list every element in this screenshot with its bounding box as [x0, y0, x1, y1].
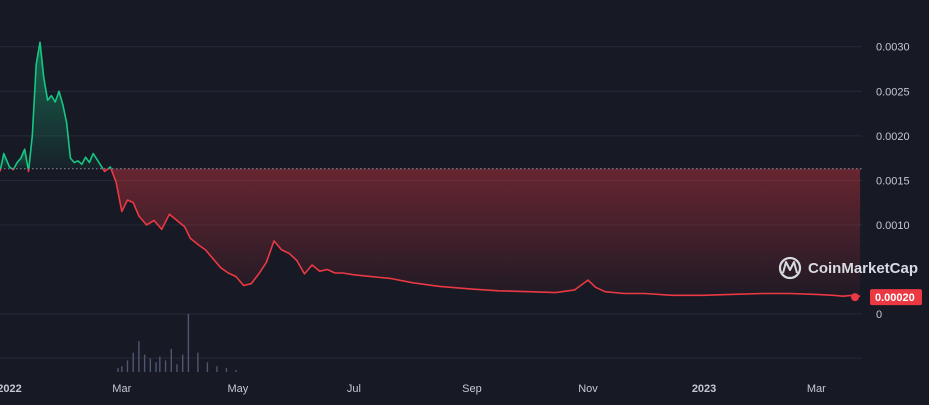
- volume-bar-9: [164, 360, 167, 372]
- price-line-up-5: [28, 41, 104, 170]
- y-tick-label-1: 0.0010: [876, 220, 910, 232]
- volume-bar-7: [155, 362, 157, 372]
- coinmarketcap-logo-icon: [778, 256, 802, 280]
- volume-bar-2: [126, 360, 129, 372]
- watermark-text: CoinMarketCap: [808, 260, 918, 277]
- price-line-up-1: [0, 152, 13, 170]
- volume-bar-18: [235, 370, 237, 372]
- volume-bar-5: [143, 354, 146, 372]
- price-line-up-3: [13, 148, 29, 170]
- coinmarketcap-watermark: CoinMarketCap: [778, 256, 918, 280]
- volume-bar-16: [216, 366, 218, 372]
- price-area-down-8: [111, 168, 861, 297]
- price-area-up-5: [28, 42, 103, 169]
- volume-bar-6: [149, 358, 152, 372]
- y-axis-ticks: 0 0.0010 0.0015 0.0020 0.0025 0.0030: [876, 42, 910, 321]
- x-tick-label-5: Nov: [578, 383, 598, 395]
- y-tick-label-4: 0.0025: [876, 86, 910, 98]
- x-tick-label-1: Mar: [112, 383, 131, 395]
- x-tick-label-6: 2023: [692, 383, 716, 395]
- x-axis-ticks: 2022 Mar May Jul Sep Nov 2023 Mar: [0, 383, 826, 395]
- y-tick-label-3: 0.0020: [876, 131, 910, 143]
- current-price-label: 0.00020: [875, 292, 915, 304]
- volume-bar-1: [121, 366, 123, 372]
- volume-bar-13: [187, 314, 190, 372]
- volume-bar-10: [170, 348, 172, 372]
- x-tick-label-0: 2022: [0, 383, 22, 395]
- x-tick-label-3: Jul: [347, 383, 361, 395]
- volume-bar-3: [132, 352, 134, 372]
- volume-bar-17: [225, 368, 228, 372]
- y-tick-label-5: 0.0030: [876, 42, 910, 54]
- volume-bar-0: [117, 368, 119, 372]
- volume-bar-11: [176, 364, 178, 372]
- current-price-dot: [851, 293, 859, 302]
- price-line-down-8: [110, 168, 861, 297]
- price-line-down-6: [102, 168, 109, 173]
- x-tick-label-2: May: [227, 383, 248, 395]
- y-tick-label-2: 0.0015: [876, 175, 910, 187]
- volume-bar-15: [206, 362, 209, 372]
- current-price-tag: 0.00020: [851, 289, 922, 306]
- price-line-up-7: [107, 166, 112, 170]
- x-tick-label-4: Sep: [462, 383, 482, 395]
- volume-bar-14: [197, 352, 199, 372]
- volume-bar-4: [138, 341, 140, 372]
- volume-bar-12: [181, 354, 184, 372]
- volume-bars: [117, 314, 237, 372]
- volume-bar-8: [159, 356, 161, 372]
- current-price-badge: [870, 289, 922, 306]
- price-line-down-4: [27, 168, 30, 173]
- x-tick-label-7: Mar: [807, 383, 826, 395]
- y-tick-label-0: 0: [876, 309, 882, 321]
